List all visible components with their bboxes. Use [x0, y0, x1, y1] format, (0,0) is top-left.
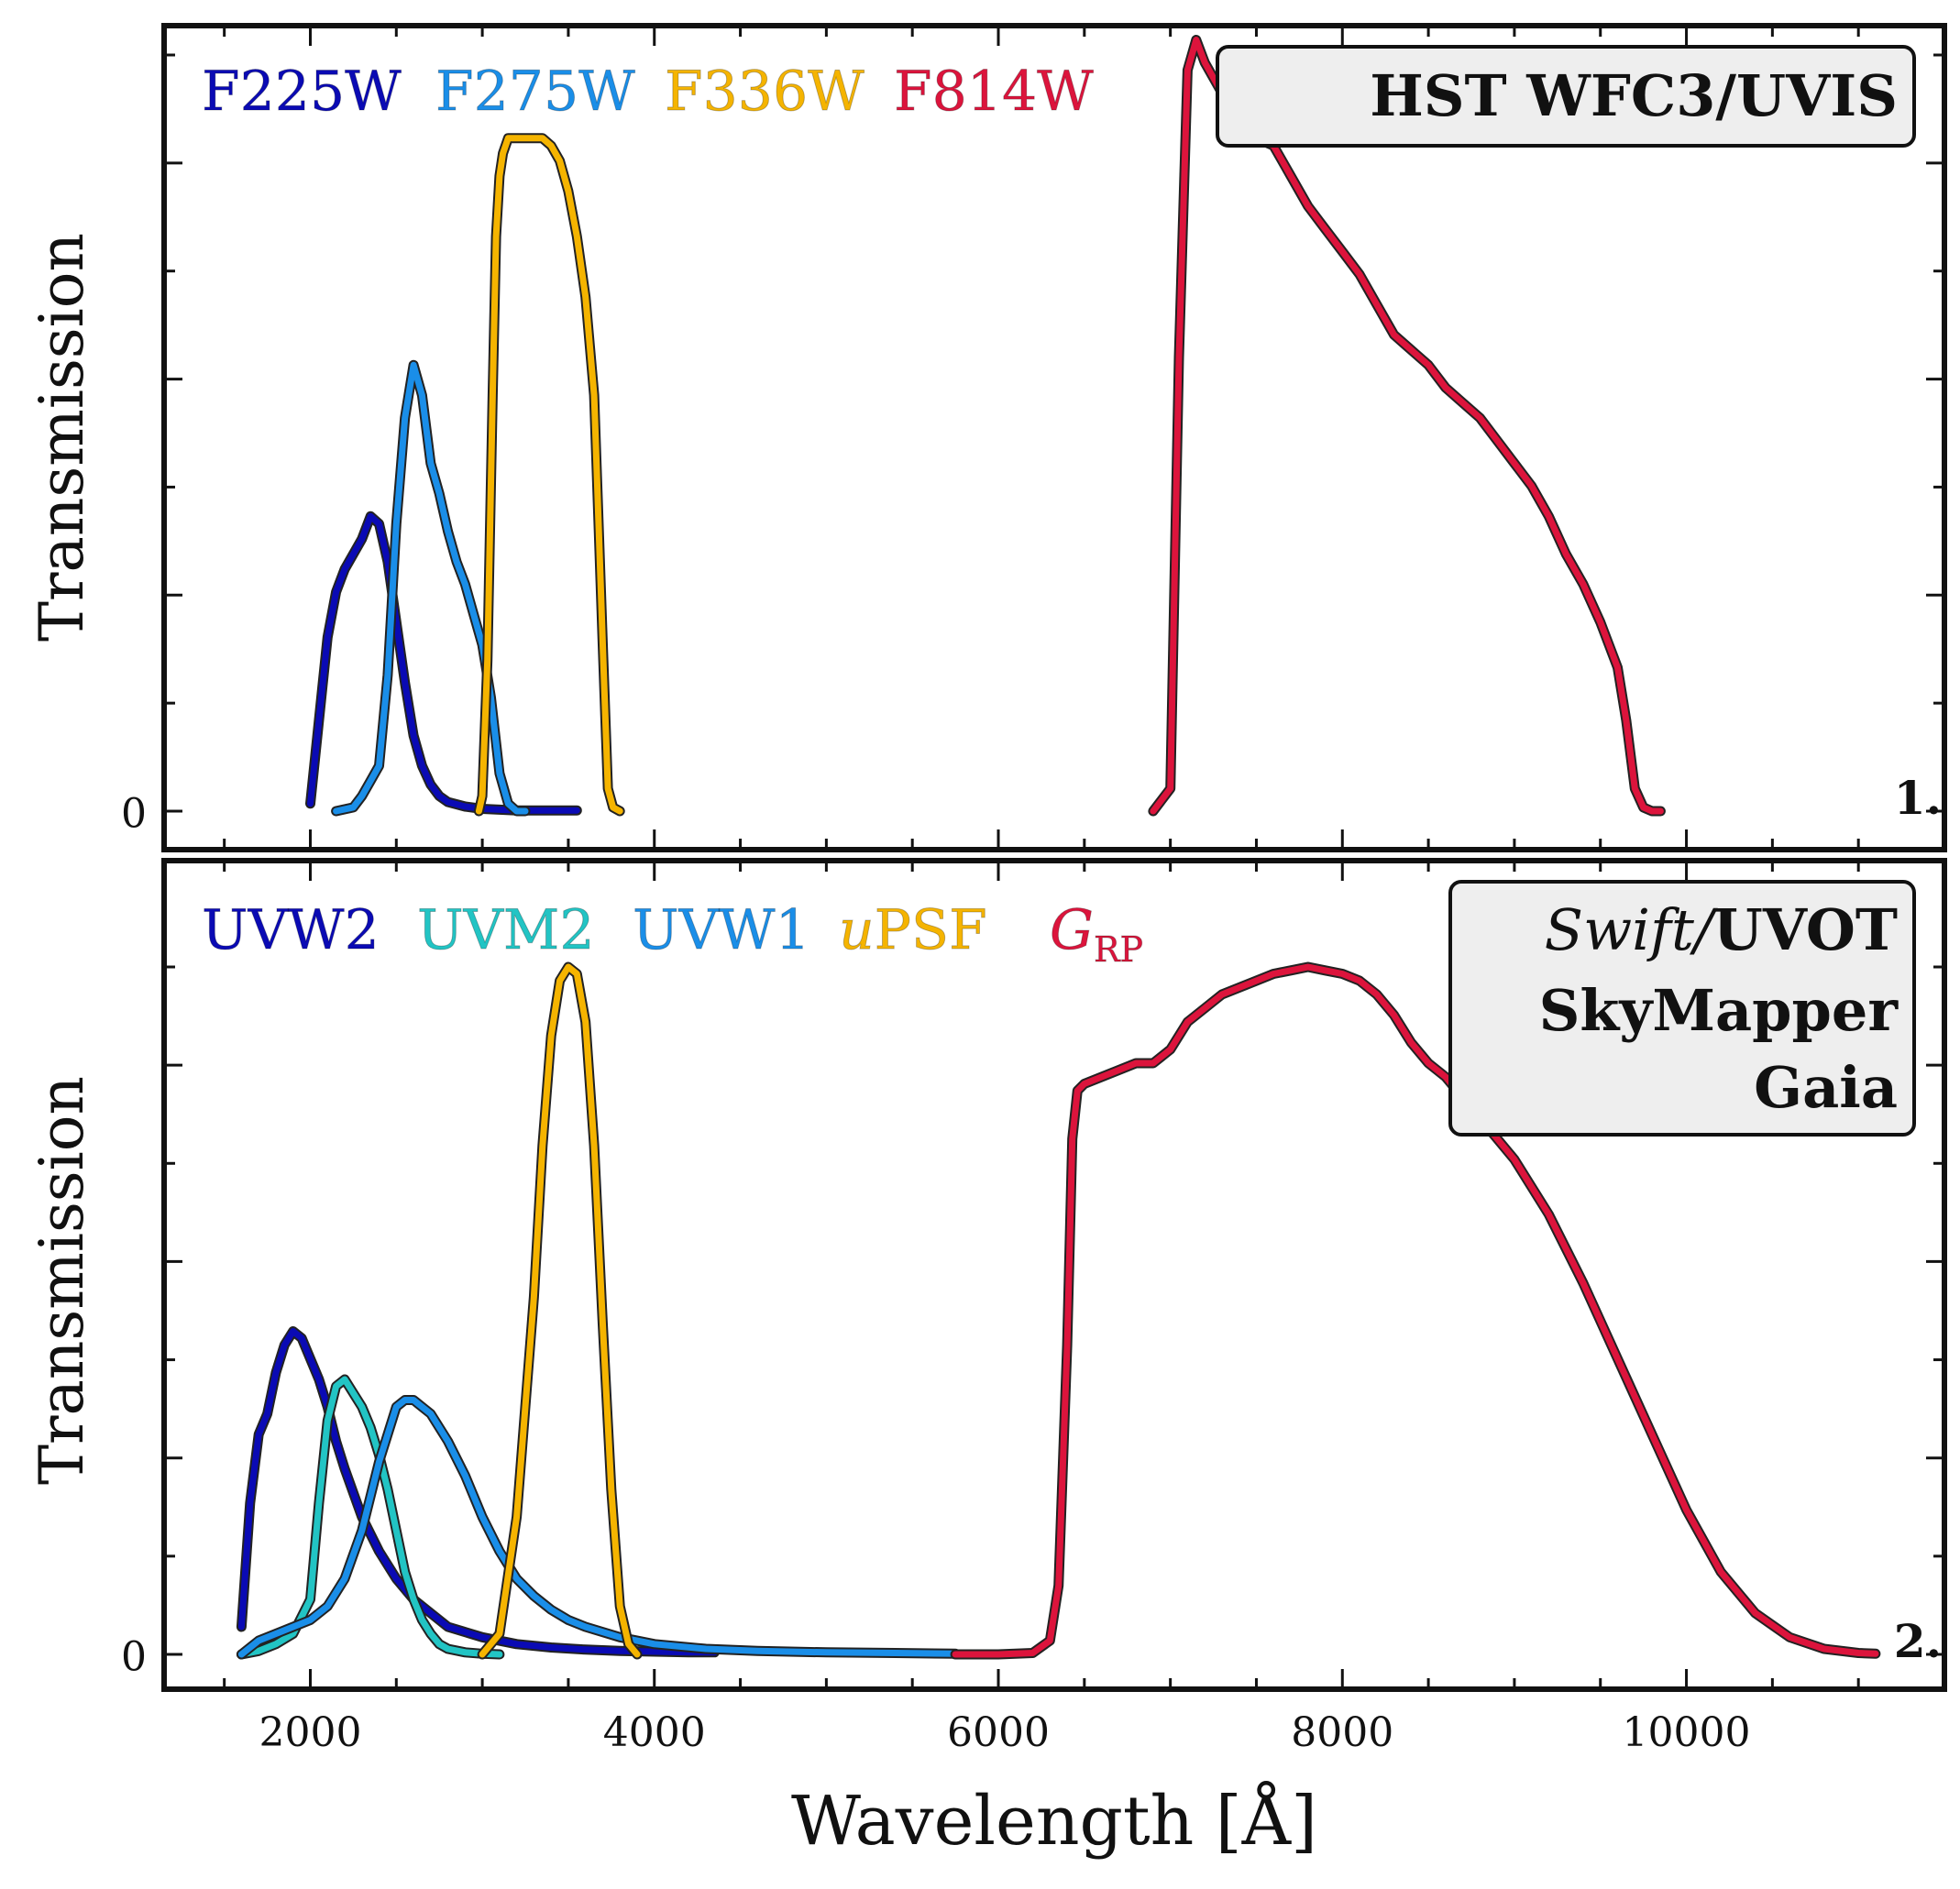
- legend-entry-upsf: uPSF: [839, 898, 987, 962]
- series-line-f225w: [307, 512, 580, 814]
- panel-number: 1.: [1894, 771, 1942, 825]
- y-axis-label: Transmission: [27, 233, 97, 642]
- panel-number: 2.: [1894, 1614, 1942, 1668]
- series-outline-f814w: [1148, 35, 1666, 817]
- instrument-label-line-0: Swift/UVOT: [1545, 896, 1898, 963]
- y-axis-label: Transmission: [27, 1076, 97, 1485]
- y-tick-label-0: 0: [121, 1634, 147, 1681]
- legend-entry-f336w: F336W: [665, 60, 864, 124]
- series-layer: [236, 961, 1881, 1660]
- legend: F225W F275W F336W F814W: [202, 60, 1095, 125]
- y-tick-label-0: 0: [121, 791, 147, 838]
- x-tick-label-6000: 6000: [947, 1709, 1050, 1756]
- panel-hst: Transmission 0 F225W F275W F336W F814W HST …: [27, 23, 1947, 852]
- x-tick-label-4000: 4000: [603, 1709, 706, 1756]
- x-tick-label-10000: 10000: [1623, 1709, 1751, 1756]
- series-line-uvw1: [237, 1397, 959, 1658]
- instrument-label-italic: Swift/: [1545, 896, 1718, 963]
- legend-entry-uvw2: UVW2: [202, 898, 380, 962]
- instrument-label-line-2: Gaia: [1754, 1054, 1898, 1121]
- instrument-box: Swift/UVOT SkyMapper Gaia: [1448, 880, 1916, 1137]
- series-layer: [305, 35, 1666, 817]
- plot-frame: [161, 23, 1947, 852]
- legend-entry-f814w: F814W: [894, 60, 1094, 124]
- series-line-g-rp: [952, 963, 1879, 1658]
- series-line-f275w: [333, 361, 529, 815]
- legend-entry-f225w: F225W: [202, 60, 402, 124]
- instrument-box: HST WFC3/UVIS: [1216, 45, 1916, 148]
- series-line-f336w: [475, 135, 623, 815]
- x-tick-label-2000: 2000: [259, 1709, 361, 1756]
- legend-entry-f275w: F275W: [435, 60, 635, 124]
- plot-frame: [161, 858, 1947, 1692]
- legend: UVW2 UVM2 UVW1 uPSF GRP: [202, 898, 1144, 971]
- series-line-uvm2: [237, 1376, 503, 1658]
- x-tick-label-8000: 8000: [1291, 1709, 1393, 1756]
- tick-layer: 2000 4000 6000 8000 10000: [164, 861, 1944, 1756]
- x-axis-label: Wavelength [Å]: [791, 1780, 1317, 1861]
- legend-entry-g-rp: GRP: [1050, 898, 1143, 970]
- legend-entry-uvw1: UVW1: [633, 898, 810, 962]
- series-line-upsf: [479, 963, 641, 1658]
- instrument-label-bold: UVOT: [1713, 896, 1898, 963]
- panel-swift: Transmission 2000 4000 6000 8000 10000 0 UVW…: [27, 858, 1947, 1861]
- series-outline-uvw1: [236, 1395, 961, 1660]
- legend-entry-uvm2: UVM2: [417, 898, 595, 962]
- instrument-label-line-1: SkyMapper: [1539, 977, 1899, 1044]
- instrument-label-line-0: HST WFC3/UVIS: [1370, 62, 1898, 129]
- series-line-f814w: [1150, 37, 1664, 815]
